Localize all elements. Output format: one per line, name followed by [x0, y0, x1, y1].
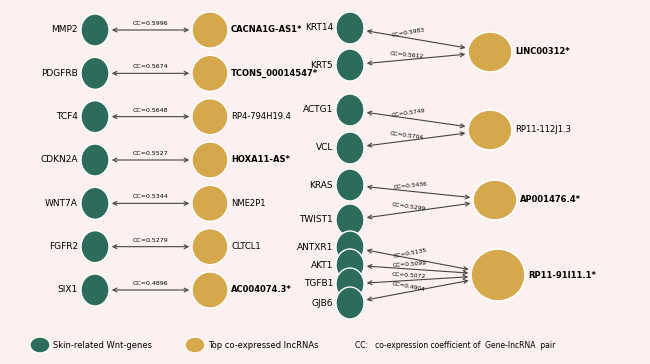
Text: CC=0.4896: CC=0.4896 — [133, 281, 168, 286]
Ellipse shape — [336, 268, 364, 300]
Ellipse shape — [336, 287, 364, 319]
Ellipse shape — [192, 229, 228, 265]
Ellipse shape — [30, 337, 50, 353]
Ellipse shape — [81, 274, 109, 306]
Text: CDKN2A: CDKN2A — [40, 155, 78, 165]
Ellipse shape — [185, 337, 205, 353]
Text: CC=0.5344: CC=0.5344 — [133, 194, 168, 199]
Text: CC=0.5099: CC=0.5099 — [392, 260, 426, 268]
Text: CACNA1G-AS1*: CACNA1G-AS1* — [231, 25, 302, 35]
Ellipse shape — [468, 32, 512, 72]
Text: CC=0.5436: CC=0.5436 — [393, 182, 428, 190]
Ellipse shape — [336, 169, 364, 201]
Text: KRT5: KRT5 — [311, 60, 333, 70]
Text: CC:   co-expression coefficient of  Gene-lncRNA  pair: CC: co-expression coefficient of Gene-ln… — [355, 340, 555, 349]
Ellipse shape — [81, 144, 109, 176]
Text: KRAS: KRAS — [309, 181, 333, 190]
Ellipse shape — [81, 58, 109, 89]
Text: Skin-related Wnt-genes: Skin-related Wnt-genes — [53, 340, 152, 349]
Ellipse shape — [336, 94, 364, 126]
Ellipse shape — [192, 185, 228, 221]
Text: CC=0.5983: CC=0.5983 — [391, 28, 426, 38]
Ellipse shape — [81, 101, 109, 132]
Ellipse shape — [336, 132, 364, 164]
Text: CC=0.5135: CC=0.5135 — [393, 248, 427, 259]
Ellipse shape — [81, 14, 109, 46]
Text: CC=0.4904: CC=0.4904 — [391, 281, 425, 293]
Ellipse shape — [468, 110, 512, 150]
Text: SIX1: SIX1 — [58, 285, 78, 294]
Text: CC=0.5527: CC=0.5527 — [133, 151, 168, 156]
Text: LINC00312*: LINC00312* — [515, 47, 570, 56]
Ellipse shape — [81, 187, 109, 219]
Text: TCF4: TCF4 — [56, 112, 78, 121]
Ellipse shape — [471, 249, 525, 301]
Text: TWIST1: TWIST1 — [299, 215, 333, 225]
Text: TGFB1: TGFB1 — [304, 280, 333, 289]
Text: TCONS_00014547*: TCONS_00014547* — [231, 69, 318, 78]
Ellipse shape — [192, 99, 228, 135]
Text: KRT14: KRT14 — [305, 24, 333, 32]
Ellipse shape — [81, 231, 109, 263]
Ellipse shape — [192, 55, 228, 91]
Ellipse shape — [336, 204, 364, 236]
Ellipse shape — [336, 12, 364, 44]
Text: RP11-91I11.1*: RP11-91I11.1* — [528, 270, 596, 280]
Ellipse shape — [336, 49, 364, 81]
Text: CC=0.5648: CC=0.5648 — [133, 108, 168, 113]
Text: NME2P1: NME2P1 — [231, 199, 265, 208]
Text: MMP2: MMP2 — [51, 25, 78, 35]
Ellipse shape — [192, 142, 228, 178]
Text: AP001476.4*: AP001476.4* — [520, 195, 581, 205]
Text: CC=0.5674: CC=0.5674 — [133, 64, 168, 69]
Text: HOXA11-AS*: HOXA11-AS* — [231, 155, 290, 165]
Ellipse shape — [192, 12, 228, 48]
Text: WNT7A: WNT7A — [45, 199, 78, 208]
Text: CC=0.5996: CC=0.5996 — [133, 21, 168, 26]
Text: FGFR2: FGFR2 — [49, 242, 78, 251]
Text: AC004074.3*: AC004074.3* — [231, 285, 292, 294]
Text: ACTG1: ACTG1 — [303, 106, 333, 115]
Text: CC=0.5299: CC=0.5299 — [392, 202, 426, 211]
Text: RP11-112J1.3: RP11-112J1.3 — [515, 126, 571, 135]
Text: CLTCL1: CLTCL1 — [231, 242, 261, 251]
Text: CC=0.5749: CC=0.5749 — [391, 108, 426, 118]
Text: ANTXR1: ANTXR1 — [296, 242, 333, 252]
Text: PDGFRB: PDGFRB — [41, 69, 78, 78]
Ellipse shape — [473, 180, 517, 220]
Text: CC=0.5279: CC=0.5279 — [133, 238, 168, 243]
Text: RP4-794H19.4: RP4-794H19.4 — [231, 112, 291, 121]
Text: Top co-expressed lncRNAs: Top co-expressed lncRNAs — [208, 340, 318, 349]
Ellipse shape — [336, 231, 364, 263]
Text: CC=0.5704: CC=0.5704 — [390, 131, 424, 140]
Text: GJB6: GJB6 — [311, 298, 333, 308]
Ellipse shape — [192, 272, 228, 308]
Text: CC=0.5072: CC=0.5072 — [391, 272, 426, 279]
Text: AKT1: AKT1 — [311, 261, 333, 269]
Text: VCL: VCL — [316, 143, 333, 153]
Ellipse shape — [336, 249, 364, 281]
Text: CC=0.5612: CC=0.5612 — [390, 51, 424, 59]
